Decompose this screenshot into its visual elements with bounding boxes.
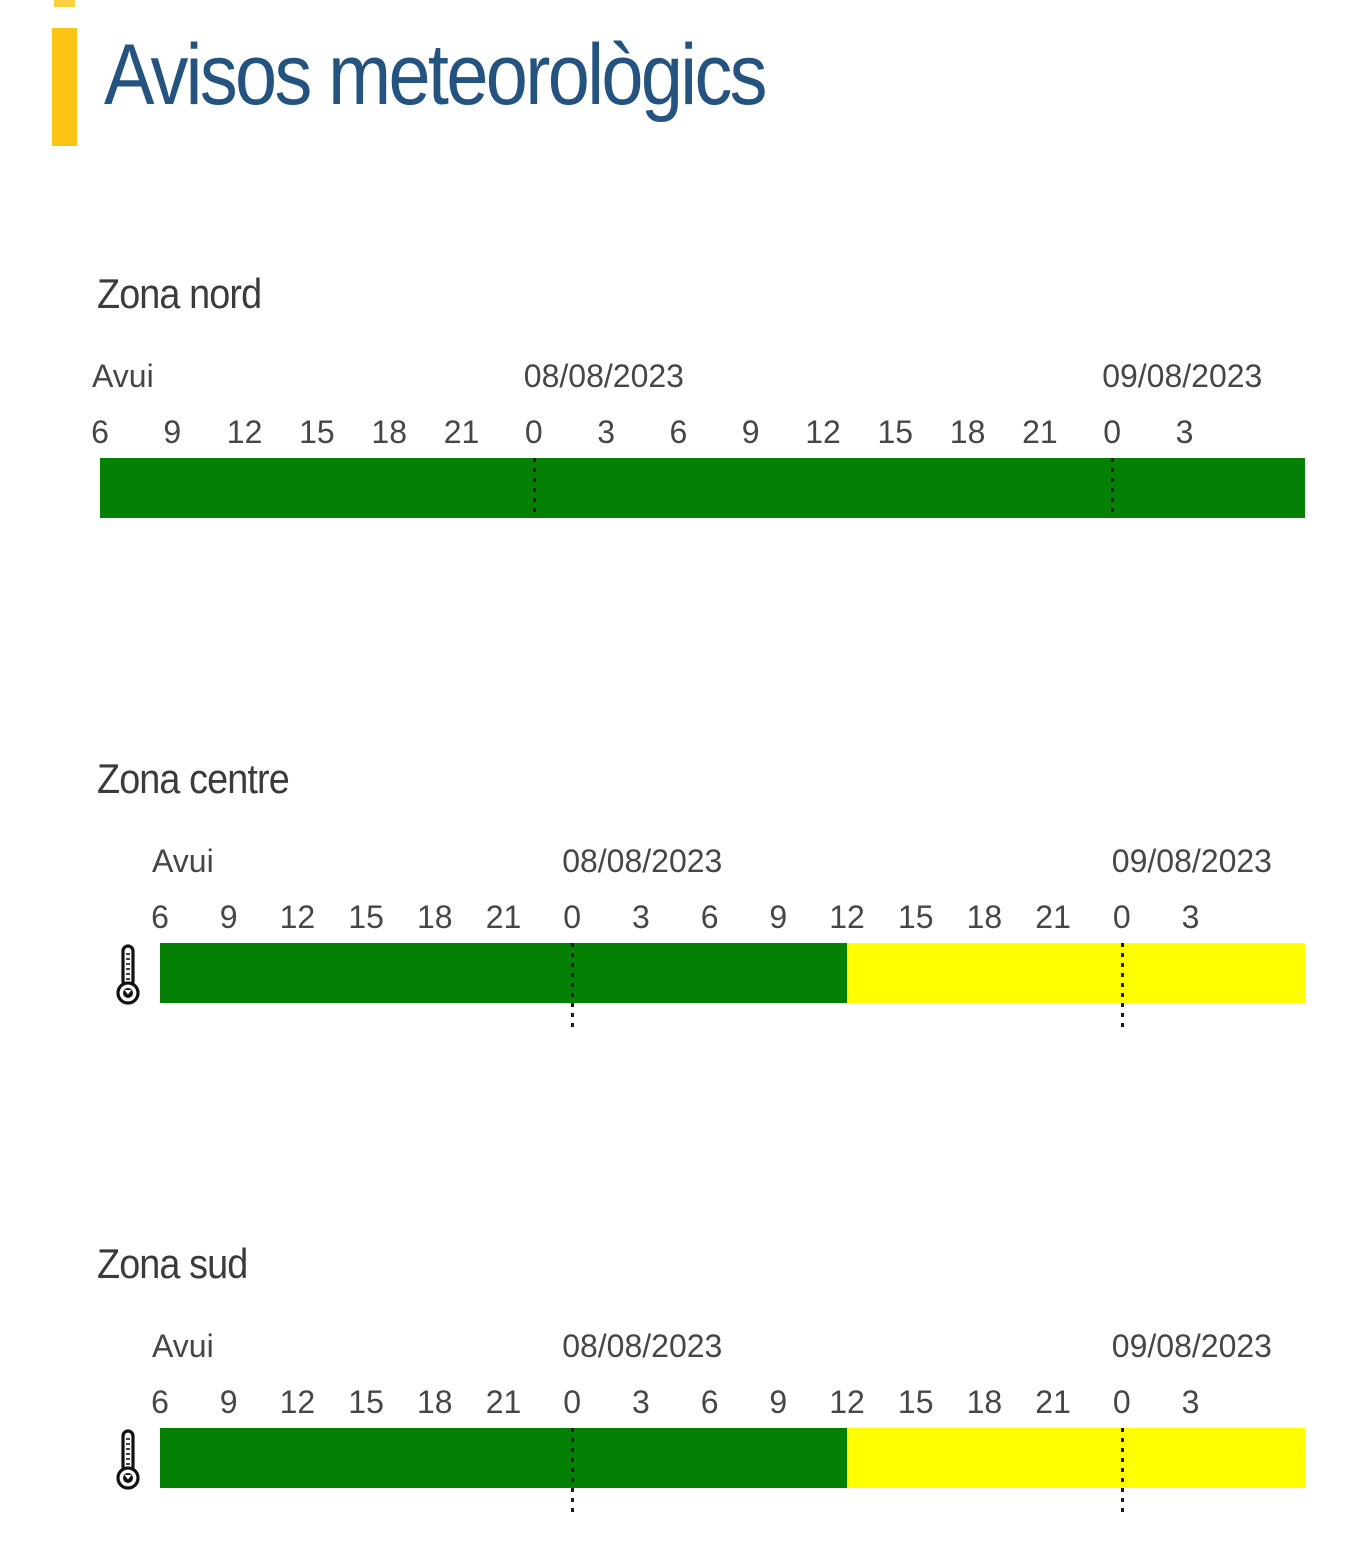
hour-tick-label: 21: [1035, 899, 1071, 935]
warning-timeline-centre: Avui 08/08/2023 09/08/2023 6 9 12 15 18 21 0 3 6…: [116, 843, 1305, 1029]
hour-axis: 6 9 12 15 18 21 0 3 6 9 12 15 18 21 0 3: [151, 899, 1305, 937]
hour-tick-label: 18: [966, 899, 1003, 935]
hour-tick-label: 18: [371, 414, 407, 450]
warning-bar: [160, 943, 1305, 1029]
hour-tick-label: 0: [1103, 414, 1122, 450]
hour-tick-label: 0: [563, 1384, 582, 1420]
zone-title-nord: Zona nord: [97, 270, 262, 317]
date-axis: Avui 08/08/2023 09/08/2023: [152, 843, 1305, 883]
hour-tick-label: 12: [829, 899, 865, 935]
midnight-separator: [1120, 1428, 1124, 1514]
hour-tick-label: 21: [443, 414, 480, 450]
date-label-0808: 08/08/2023: [562, 843, 723, 879]
hour-tick-label: 21: [485, 1384, 522, 1420]
warning-segment-yellow: [847, 1428, 1305, 1488]
cropped-accent-fragment: [54, 0, 75, 7]
hour-tick-label: 12: [226, 414, 263, 450]
warning-segment-green: [100, 458, 1305, 518]
date-label-0908: 09/08/2023: [1102, 358, 1263, 394]
hour-tick-label: 3: [631, 899, 650, 935]
hour-tick-label: 15: [897, 899, 934, 935]
date-axis: Avui 08/08/2023 09/08/2023: [92, 358, 1305, 398]
hour-tick-label: 18: [417, 899, 453, 935]
warning-bar: [160, 1428, 1305, 1514]
warning-bar: [100, 458, 1305, 518]
warning-segment-green: [160, 943, 847, 1003]
warning-segment-yellow: [847, 943, 1305, 1003]
date-label-0908: 09/08/2023: [1111, 1328, 1272, 1364]
warning-segment-green: [160, 1428, 847, 1488]
hour-tick-label: 6: [91, 414, 109, 450]
hour-axis: 6 9 12 15 18 21 0 3 6 9 12 15 18 21 0 3: [91, 414, 1305, 452]
hour-tick-label: 12: [279, 899, 316, 935]
hour-tick-label: 12: [279, 1384, 316, 1420]
midnight-separator: [532, 458, 536, 518]
date-label-0908: 09/08/2023: [1111, 843, 1272, 879]
hour-tick-label: 15: [877, 414, 914, 450]
hour-tick-label: 0: [1112, 899, 1131, 935]
hour-tick-label: 18: [949, 414, 986, 450]
date-axis: Avui 08/08/2023 09/08/2023: [152, 1328, 1305, 1368]
hour-tick-label: 15: [348, 899, 384, 935]
hour-tick-label: 15: [299, 414, 335, 450]
hour-tick-label: 0: [563, 899, 582, 935]
date-label-0808: 08/08/2023: [562, 1328, 723, 1364]
zone-title-sud: Zona sud: [97, 1240, 248, 1287]
hour-tick-label: 18: [966, 1384, 1003, 1420]
hour-tick-label: 21: [485, 899, 522, 935]
page-title: Avisos meteorològics: [104, 27, 768, 123]
hour-tick-label: 21: [1022, 414, 1058, 450]
hour-tick-label: 21: [1035, 1384, 1071, 1420]
warning-timeline-sud: Avui 08/08/2023 09/08/2023 6 9 12 15 18 21 0 3 6…: [116, 1328, 1305, 1514]
hour-tick-label: 3: [1175, 414, 1194, 450]
hour-tick-label: 6: [151, 899, 169, 935]
zone-title-centre: Zona centre: [97, 755, 290, 802]
hour-tick-label: 6: [700, 899, 719, 935]
hour-tick-label: 15: [348, 1384, 384, 1420]
midnight-separator: [571, 1428, 575, 1514]
today-label: Avui: [152, 1328, 214, 1364]
hour-tick-label: 3: [1181, 1384, 1200, 1420]
hour-tick-label: 9: [741, 414, 760, 450]
hour-tick-label: 6: [151, 1384, 169, 1420]
hour-tick-label: 9: [219, 1384, 238, 1420]
hour-tick-label: 0: [524, 414, 543, 450]
hour-tick-label: 6: [700, 1384, 719, 1420]
hour-tick-label: 15: [897, 1384, 934, 1420]
thermometer-icon: [114, 1428, 142, 1492]
hour-tick-label: 3: [597, 414, 615, 450]
today-label: Avui: [152, 843, 214, 879]
title-accent-bar: [52, 28, 77, 146]
hour-tick-label: 12: [805, 414, 841, 450]
hour-tick-label: 0: [1112, 1384, 1131, 1420]
hour-tick-label: 9: [163, 414, 182, 450]
hour-tick-label: 6: [669, 414, 688, 450]
midnight-separator: [1111, 458, 1115, 518]
hour-tick-label: 9: [769, 1384, 788, 1420]
thermometer-icon: [114, 943, 142, 1007]
hour-axis: 6 9 12 15 18 21 0 3 6 9 12 15 18 21 0 3: [151, 1384, 1305, 1422]
today-label: Avui: [92, 358, 154, 394]
hour-tick-label: 9: [219, 899, 238, 935]
hour-tick-label: 9: [769, 899, 788, 935]
date-label-0808: 08/08/2023: [523, 358, 684, 394]
zone-section-nord: Zona nord Avui 08/08/2023 09/08/2023 6 9 1…: [0, 270, 1345, 570]
hour-tick-label: 12: [829, 1384, 865, 1420]
hour-tick-label: 18: [417, 1384, 453, 1420]
warning-timeline-nord: Avui 08/08/2023 09/08/2023 6 9 12 15 18 21 0 3 6…: [91, 358, 1305, 538]
hour-tick-label: 3: [631, 1384, 650, 1420]
midnight-separator: [571, 943, 575, 1029]
zone-section-sud: Zona sud Avui 08/08/2023: [0, 1240, 1345, 1540]
hour-tick-label: 3: [1181, 899, 1200, 935]
zone-section-centre: Zona centre Avui 08/08/2023 0 9: [0, 755, 1345, 1055]
midnight-separator: [1120, 943, 1124, 1029]
